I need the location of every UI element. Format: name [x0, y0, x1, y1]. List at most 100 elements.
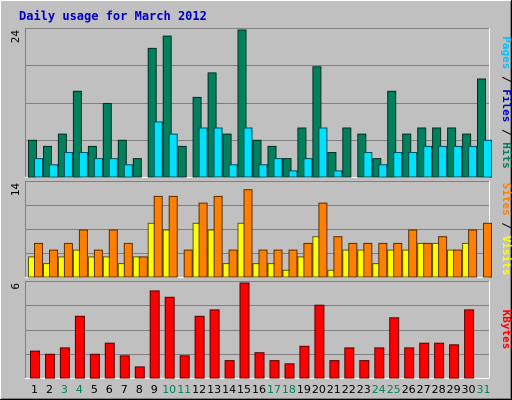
day-label-29: 29 [447, 383, 461, 396]
bar-kbytes-day-19 [299, 345, 310, 379]
bar-hits-day-7 [117, 139, 127, 178]
bar-files-day-24 [378, 164, 388, 178]
bar-sites-day-28 [438, 236, 448, 278]
bar-kbytes-day-26 [404, 347, 415, 379]
bar-files-day-31 [483, 139, 492, 178]
bar-sites-day-8 [138, 256, 148, 278]
bar-files-day-18 [288, 170, 298, 178]
day-label-2: 2 [46, 383, 53, 396]
bar-hits-day-21 [327, 152, 337, 178]
bar-files-day-21 [333, 170, 343, 178]
day-label-18: 18 [282, 383, 296, 396]
bar-sites-day-13 [213, 195, 223, 278]
bar-kbytes-day-17 [269, 360, 280, 379]
bar-sites-day-14 [228, 249, 238, 278]
bar-sites-day-17 [273, 249, 283, 278]
series-side-label: KBytes [500, 310, 512, 350]
bar-sites-day-10 [168, 195, 178, 278]
bar-hits-day-6 [102, 103, 112, 178]
bar-sites-day-31 [483, 222, 492, 278]
bar-kbytes-day-16 [254, 352, 265, 379]
bar-sites-day-4 [78, 229, 88, 278]
bar-kbytes-day-18 [284, 363, 295, 379]
bar-kbytes-day-14 [224, 360, 235, 379]
bar-kbytes-day-15 [239, 282, 250, 379]
day-label-22: 22 [342, 383, 356, 396]
bar-hits-day-25 [387, 90, 397, 178]
bar-sites-day-20 [318, 202, 328, 278]
bar-files-day-4 [78, 152, 88, 178]
side-label-segment: Sites [500, 183, 512, 216]
bar-hits-day-4 [72, 90, 82, 178]
bar-hits-day-9 [147, 47, 157, 178]
panel-3: 6 KBytes [9, 281, 512, 379]
side-label-segment: KBytes [500, 310, 512, 350]
day-label-27: 27 [417, 383, 431, 396]
bar-hits-day-31 [477, 78, 486, 178]
bar-files-day-10 [168, 133, 178, 178]
day-label-10: 10 [162, 383, 176, 396]
bar-kbytes-day-10 [164, 296, 175, 379]
bar-kbytes-day-22 [344, 347, 355, 379]
day-label-4: 4 [76, 383, 83, 396]
bar-files-day-28 [438, 145, 448, 178]
bar-files-day-13 [213, 127, 223, 178]
bar-kbytes-day-20 [314, 304, 325, 379]
bar-sites-day-16 [258, 249, 268, 278]
bar-sites-day-19 [303, 242, 313, 278]
day-label-9: 9 [151, 383, 158, 396]
chart-panels: 24 Pages / Files / Hits 14 Sites / Visits 6 K… [9, 28, 512, 379]
bar-kbytes-day-21 [329, 360, 340, 379]
bar-kbytes-day-3 [59, 347, 70, 379]
bar-kbytes-day-30 [464, 309, 475, 379]
bar-sites-day-11 [183, 249, 193, 278]
bar-sites-day-30 [468, 229, 478, 278]
day-label-23: 23 [357, 383, 371, 396]
bar-hits-day-18 [282, 158, 292, 178]
day-label-14: 14 [222, 383, 236, 396]
side-label-segment: Files [500, 89, 512, 122]
y-axis-max-label: 24 [9, 30, 22, 44]
bar-sites-day-29 [453, 249, 463, 278]
bar-kbytes-day-23 [359, 360, 370, 379]
bar-kbytes-day-27 [419, 342, 430, 379]
day-label-5: 5 [91, 383, 98, 396]
day-label-8: 8 [136, 383, 143, 396]
bar-files-day-14 [228, 164, 238, 178]
bar-files-day-5 [93, 158, 103, 178]
chart-title: Daily usage for March 2012 [19, 9, 207, 23]
bar-hits-day-20 [312, 66, 322, 178]
y-axis-max-label: 14 [9, 183, 22, 197]
bar-sites-day-25 [393, 242, 403, 278]
bar-kbytes-day-25 [389, 317, 400, 379]
side-label-segment: / [500, 69, 512, 89]
bar-kbytes-day-5 [89, 353, 100, 379]
bar-sites-day-7 [123, 242, 133, 278]
bar-kbytes-day-29 [449, 344, 460, 379]
day-labels: 1 2 3 4 5 6 7 8 9 10 11 12 13 14 15 16 17 18 19 20 21 22 23 24 2… [31, 383, 491, 396]
bar-files-day-7 [123, 164, 133, 178]
y-axis-max-label: 6 [9, 283, 22, 290]
bar-files-day-1 [34, 158, 43, 178]
bar-kbytes-day-4 [74, 315, 85, 379]
bar-kbytes-day-12 [194, 315, 205, 379]
bar-sites-day-9 [153, 195, 163, 278]
day-label-3: 3 [61, 383, 68, 396]
day-label-17: 17 [267, 383, 281, 396]
bar-kbytes-day-2 [45, 353, 55, 379]
bar-hits-day-13 [207, 72, 217, 178]
bar-files-day-12 [198, 127, 208, 178]
bar-files-day-30 [468, 145, 478, 178]
day-label-13: 13 [207, 383, 221, 396]
day-label-12: 12 [192, 383, 206, 396]
side-label-segment: / [500, 216, 512, 236]
bar-hits-day-14 [222, 133, 232, 178]
day-label-7: 7 [121, 383, 128, 396]
day-label-31: 31 [477, 383, 491, 396]
day-label-15: 15 [237, 383, 251, 396]
bar-kbytes-day-7 [119, 355, 130, 379]
bar-sites-day-15 [243, 189, 253, 278]
bar-files-day-19 [303, 158, 313, 178]
bar-sites-day-24 [378, 242, 388, 278]
